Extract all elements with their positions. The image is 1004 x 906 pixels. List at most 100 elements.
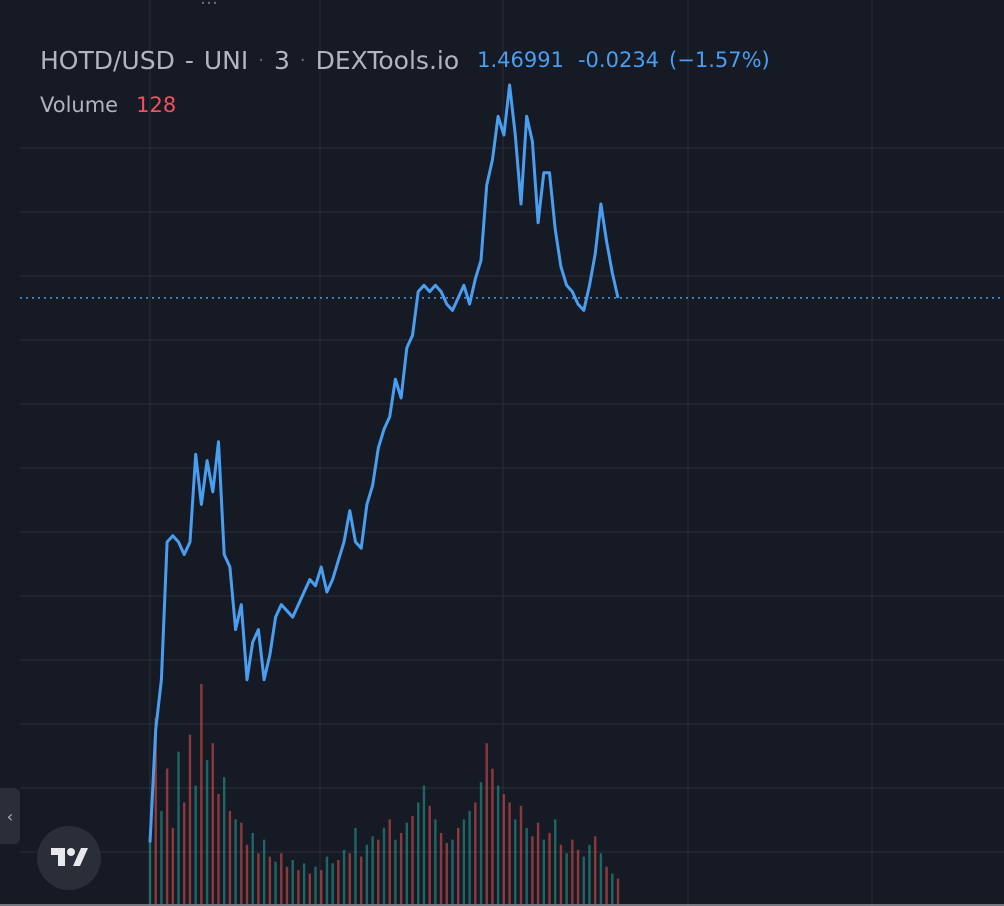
- volume-bar: [496, 785, 500, 904]
- volume-bar: [474, 802, 477, 904]
- volume-bar: [171, 827, 175, 904]
- volume-bar: [160, 810, 163, 904]
- legend-separator-dash: -: [184, 45, 194, 75]
- volume-bar: [240, 822, 243, 904]
- volume-bar: [148, 836, 152, 904]
- volume-bar: [285, 866, 289, 904]
- volume-value: 128: [136, 93, 177, 117]
- volume-bar: [582, 856, 585, 904]
- volume-bar: [536, 822, 540, 904]
- volume-bar: [331, 863, 334, 904]
- volume-bar: [451, 839, 454, 904]
- volume-bar: [588, 844, 591, 904]
- volume-bar: [297, 870, 300, 904]
- volume-bar: [217, 794, 220, 904]
- volume-bar: [428, 805, 431, 904]
- volume-bar: [257, 853, 260, 904]
- volume-bar: [371, 836, 374, 904]
- volume-bar: [468, 810, 471, 904]
- volume-bar: [262, 839, 266, 904]
- collapse-panel-button[interactable]: ‹: [0, 788, 20, 844]
- volume-label[interactable]: Volume: [40, 93, 119, 117]
- volume-bar: [542, 839, 546, 904]
- volume-bar: [491, 768, 494, 904]
- volume-bar: [456, 827, 460, 904]
- volume-bar: [548, 832, 551, 904]
- volume-bar: [314, 866, 317, 904]
- volume-bar: [177, 751, 180, 904]
- volume-bar: [559, 844, 563, 904]
- volume-bar: [462, 819, 466, 904]
- volume-bar: [359, 856, 363, 904]
- volume-bar: [479, 782, 483, 904]
- price-series-line: [148, 83, 620, 843]
- volume-bar: [554, 819, 557, 904]
- volume-bar: [611, 873, 614, 904]
- interval-label[interactable]: 3: [273, 45, 290, 75]
- volume-bar: [200, 684, 203, 904]
- volume-bar: [222, 777, 226, 904]
- volume-bar: [514, 819, 517, 904]
- volume-bar: [388, 819, 391, 904]
- chevron-left-icon: ‹: [6, 806, 14, 826]
- volume-bar: [411, 816, 414, 904]
- volume-bar: [377, 839, 380, 904]
- volume-bar: [228, 810, 232, 904]
- volume-bar: [325, 856, 329, 904]
- volume-bar: [234, 819, 237, 904]
- volume-bar: [308, 873, 312, 904]
- volume-bar: [434, 819, 437, 904]
- volume-bar: [422, 785, 426, 904]
- volume-bar: [302, 863, 306, 904]
- volume-bar: [508, 802, 511, 904]
- volume-bar: [593, 836, 597, 904]
- legend-separator-dot: ·: [299, 49, 306, 71]
- volume-bar: [188, 734, 192, 904]
- volume-bar: [154, 717, 157, 904]
- volume-bar: [394, 839, 397, 904]
- volume-bar: [399, 832, 403, 904]
- volume-bar: [245, 844, 249, 904]
- volume-bar: [280, 853, 283, 904]
- volume-bar: [565, 853, 568, 904]
- exchange-label: UNI: [203, 45, 249, 75]
- volume-bar: [405, 822, 409, 904]
- volume-bar: [165, 768, 169, 904]
- volume-bar: [274, 861, 277, 904]
- chart-legend: HOTD/USD - UNI · 3 · DEXTools.io 1.46991…: [40, 42, 770, 78]
- volume-bar: [268, 856, 272, 904]
- volume-bar: [531, 836, 534, 904]
- volume-bar: [194, 785, 197, 904]
- volume-bar: [599, 853, 603, 904]
- volume-bar: [439, 832, 443, 904]
- volume-bar: [571, 839, 574, 904]
- volume-bar: [382, 827, 386, 904]
- tradingview-logo-button[interactable]: [37, 826, 101, 890]
- volume-bar: [348, 853, 351, 904]
- volume-bar: [337, 860, 340, 904]
- legend-separator-dot: ·: [258, 49, 264, 71]
- volume-bar: [525, 827, 528, 904]
- volume-legend: Volume 128: [40, 90, 176, 120]
- volume-bar: [251, 832, 254, 904]
- price-change: -0.0234: [577, 48, 660, 72]
- volume-bar: [616, 878, 620, 904]
- volume-bar: [519, 805, 523, 904]
- tradingview-logo-icon: [51, 848, 88, 866]
- volume-bar: [342, 849, 346, 904]
- volume-bar: [211, 743, 214, 904]
- last-price: 1.46991: [477, 48, 564, 72]
- volume-bar: [365, 844, 369, 904]
- symbol-pair[interactable]: HOTD/USD: [40, 45, 175, 75]
- volume-bar: [445, 843, 448, 904]
- volume-bar: [417, 802, 420, 904]
- volume-bar: [320, 870, 323, 904]
- volume-bar: [205, 760, 209, 904]
- source-label: DEXTools.io: [315, 45, 460, 75]
- volume-bar: [605, 866, 608, 904]
- volume-bar: [354, 827, 357, 904]
- volume-bar: [485, 743, 488, 904]
- top-clipped-text: …: [200, 0, 218, 9]
